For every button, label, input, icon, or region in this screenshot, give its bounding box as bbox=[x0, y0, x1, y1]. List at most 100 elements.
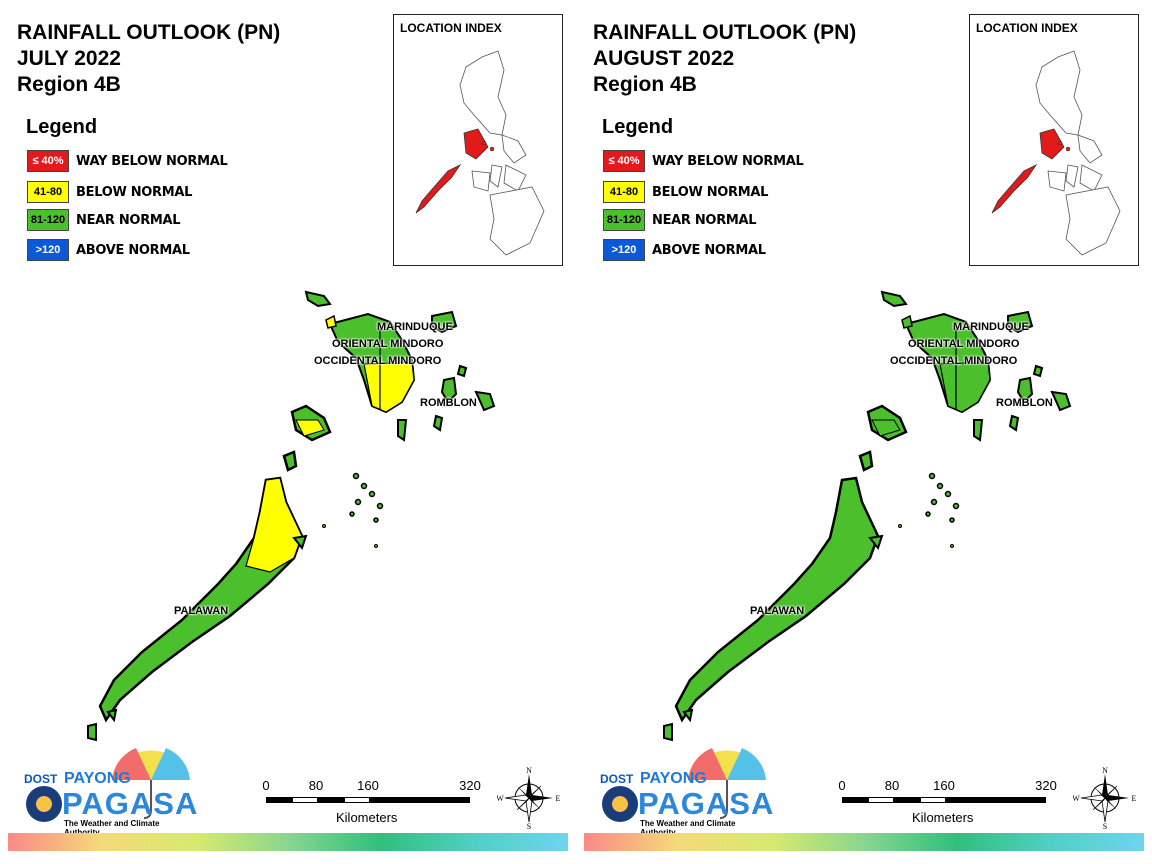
legend-label: BELOW NORMAL bbox=[652, 184, 769, 200]
legend-item-above: >120 ABOVE NORMAL bbox=[27, 239, 190, 261]
scale-tick: 160 bbox=[357, 778, 379, 793]
legend-label: NEAR NORMAL bbox=[76, 212, 181, 228]
compass-s: S bbox=[1103, 822, 1107, 830]
legend-swatch: 41-80 bbox=[603, 181, 645, 203]
scale-segment bbox=[868, 797, 894, 803]
legend-item-below: 41-80 BELOW NORMAL bbox=[603, 181, 768, 203]
legend-label: ABOVE NORMAL bbox=[652, 242, 766, 258]
scale-tick: 320 bbox=[1035, 778, 1057, 793]
legend-item-way-below: ≤ 40% WAY BELOW NORMAL bbox=[27, 150, 228, 172]
compass-icon: N E S W bbox=[496, 766, 561, 831]
compass-rose: N E S W bbox=[496, 766, 561, 831]
compass-s: S bbox=[527, 822, 531, 830]
outlook-panel-july: RAINFALL OUTLOOK (PN) JULY 2022 Region 4… bbox=[8, 14, 568, 851]
logo-payong: PAYONG bbox=[640, 770, 707, 787]
scale-bar: 0 80 160 320 Kilometers bbox=[838, 778, 1060, 828]
compass-e: E bbox=[1132, 794, 1137, 803]
map-title: RAINFALL OUTLOOK (PN) JULY 2022 Region 4… bbox=[17, 20, 280, 98]
legend-label: WAY BELOW NORMAL bbox=[76, 153, 228, 169]
scale-segment bbox=[292, 797, 318, 803]
location-index-title: LOCATION INDEX bbox=[400, 21, 502, 35]
title-line-1: RAINFALL OUTLOOK (PN) bbox=[593, 21, 857, 44]
region-4b-map-svg bbox=[87, 290, 496, 742]
label-occidental-mindoro: OCCIDENTAL MINDORO bbox=[314, 355, 442, 367]
scale-segment bbox=[920, 797, 946, 803]
legend-item-above: >120 ABOVE NORMAL bbox=[603, 239, 766, 261]
scale-tick: 80 bbox=[884, 778, 900, 793]
scale-tick: 0 bbox=[838, 778, 846, 793]
location-index-title: LOCATION INDEX bbox=[976, 21, 1078, 35]
legend-swatch: 81-120 bbox=[603, 209, 645, 231]
location-index-box: LOCATION INDEX bbox=[969, 14, 1139, 266]
scale-segment bbox=[370, 797, 470, 803]
scale-segment bbox=[344, 797, 370, 803]
scale-segment bbox=[842, 797, 868, 803]
logo-dost: DOST bbox=[24, 772, 58, 786]
outlook-panel-august: RAINFALL OUTLOOK (PN) AUGUST 2022 Region… bbox=[576, 0, 1152, 864]
scale-bar: 0 80 160 320 Kilometers bbox=[262, 778, 484, 828]
legend-swatch: 41-80 bbox=[27, 181, 69, 203]
compass-w: W bbox=[497, 794, 504, 803]
scale-unit: Kilometers bbox=[336, 810, 398, 825]
payong-pagasa-logo: DOST PAYONG PAGASA The Weather and Clima… bbox=[592, 740, 775, 837]
legend-swatch: 81-120 bbox=[27, 209, 69, 231]
scale-tick: 0 bbox=[262, 778, 270, 793]
legend-swatch: >120 bbox=[27, 239, 69, 261]
label-marinduque: MARINDUQUE bbox=[377, 321, 453, 333]
compass-rose: N E S W bbox=[1072, 766, 1137, 831]
legend-swatch: >120 bbox=[603, 239, 645, 261]
mindoro-south-zone bbox=[939, 361, 991, 413]
legend-label: WAY BELOW NORMAL bbox=[652, 153, 804, 169]
scale-tick: 80 bbox=[308, 778, 324, 793]
legend-label: BELOW NORMAL bbox=[76, 184, 193, 200]
label-marinduque: MARINDUQUE bbox=[953, 321, 1029, 333]
logo-graphic bbox=[26, 748, 190, 822]
legend-item-near: 81-120 NEAR NORMAL bbox=[603, 209, 757, 231]
location-index-box: LOCATION INDEX bbox=[393, 14, 563, 266]
calamian-zone bbox=[295, 419, 325, 437]
title-line-3: Region 4B bbox=[593, 73, 697, 96]
title-line-2: JULY 2022 bbox=[17, 47, 121, 70]
legend-label: NEAR NORMAL bbox=[652, 212, 757, 228]
region-4b-map: MARINDUQUE ORIENTAL MINDORO OCCIDENTAL M… bbox=[656, 280, 1096, 755]
region-4b-map-svg bbox=[663, 290, 1072, 742]
scale-segment bbox=[894, 797, 920, 803]
logo-payong: PAYONG bbox=[64, 770, 131, 787]
legend-item-near: 81-120 NEAR NORMAL bbox=[27, 209, 181, 231]
compass-n: N bbox=[1102, 766, 1108, 775]
palawan-north-zone bbox=[245, 477, 303, 573]
scale-tick: 320 bbox=[459, 778, 481, 793]
logo-pagasa: PAGASA bbox=[62, 786, 199, 821]
region-4b-map: MARINDUQUE ORIENTAL MINDORO OCCIDENTAL M… bbox=[80, 280, 520, 755]
compass-e: E bbox=[556, 794, 561, 803]
label-oriental-mindoro: ORIENTAL MINDORO bbox=[908, 338, 1020, 350]
legend-item-way-below: ≤ 40% WAY BELOW NORMAL bbox=[603, 150, 804, 172]
legend-title: Legend bbox=[26, 116, 98, 138]
logo-pagasa: PAGASA bbox=[638, 786, 775, 821]
scale-segment bbox=[266, 797, 292, 803]
logo-tagline: The Weather and Climate Authority bbox=[64, 819, 160, 837]
label-palawan: PALAWAN bbox=[174, 605, 229, 617]
legend-label: ABOVE NORMAL bbox=[76, 242, 190, 258]
title-line-2: AUGUST 2022 bbox=[593, 47, 735, 70]
scale-segment bbox=[318, 797, 344, 803]
philippines-index-map bbox=[415, 50, 545, 256]
compass-icon: N E S W bbox=[1072, 766, 1137, 831]
logo-graphic bbox=[602, 748, 766, 822]
legend-item-below: 41-80 BELOW NORMAL bbox=[27, 181, 192, 203]
label-romblon: ROMBLON bbox=[996, 397, 1053, 409]
map-title: RAINFALL OUTLOOK (PN) AUGUST 2022 Region… bbox=[593, 20, 856, 98]
label-romblon: ROMBLON bbox=[420, 397, 477, 409]
color-gradient-strip bbox=[8, 833, 568, 851]
scale-tick: 160 bbox=[933, 778, 955, 793]
scale-segment bbox=[946, 797, 1046, 803]
logo-dost: DOST bbox=[600, 772, 634, 786]
scale-unit: Kilometers bbox=[912, 810, 974, 825]
compass-w: W bbox=[1073, 794, 1080, 803]
label-oriental-mindoro: ORIENTAL MINDORO bbox=[332, 338, 444, 350]
legend-title: Legend bbox=[602, 116, 674, 138]
logo-tagline: The Weather and Climate Authority bbox=[640, 819, 736, 837]
philippines-index-map bbox=[991, 50, 1121, 256]
compass-n: N bbox=[526, 766, 532, 775]
payong-pagasa-logo: DOST PAYONG PAGASA The Weather and Clima… bbox=[16, 740, 199, 837]
